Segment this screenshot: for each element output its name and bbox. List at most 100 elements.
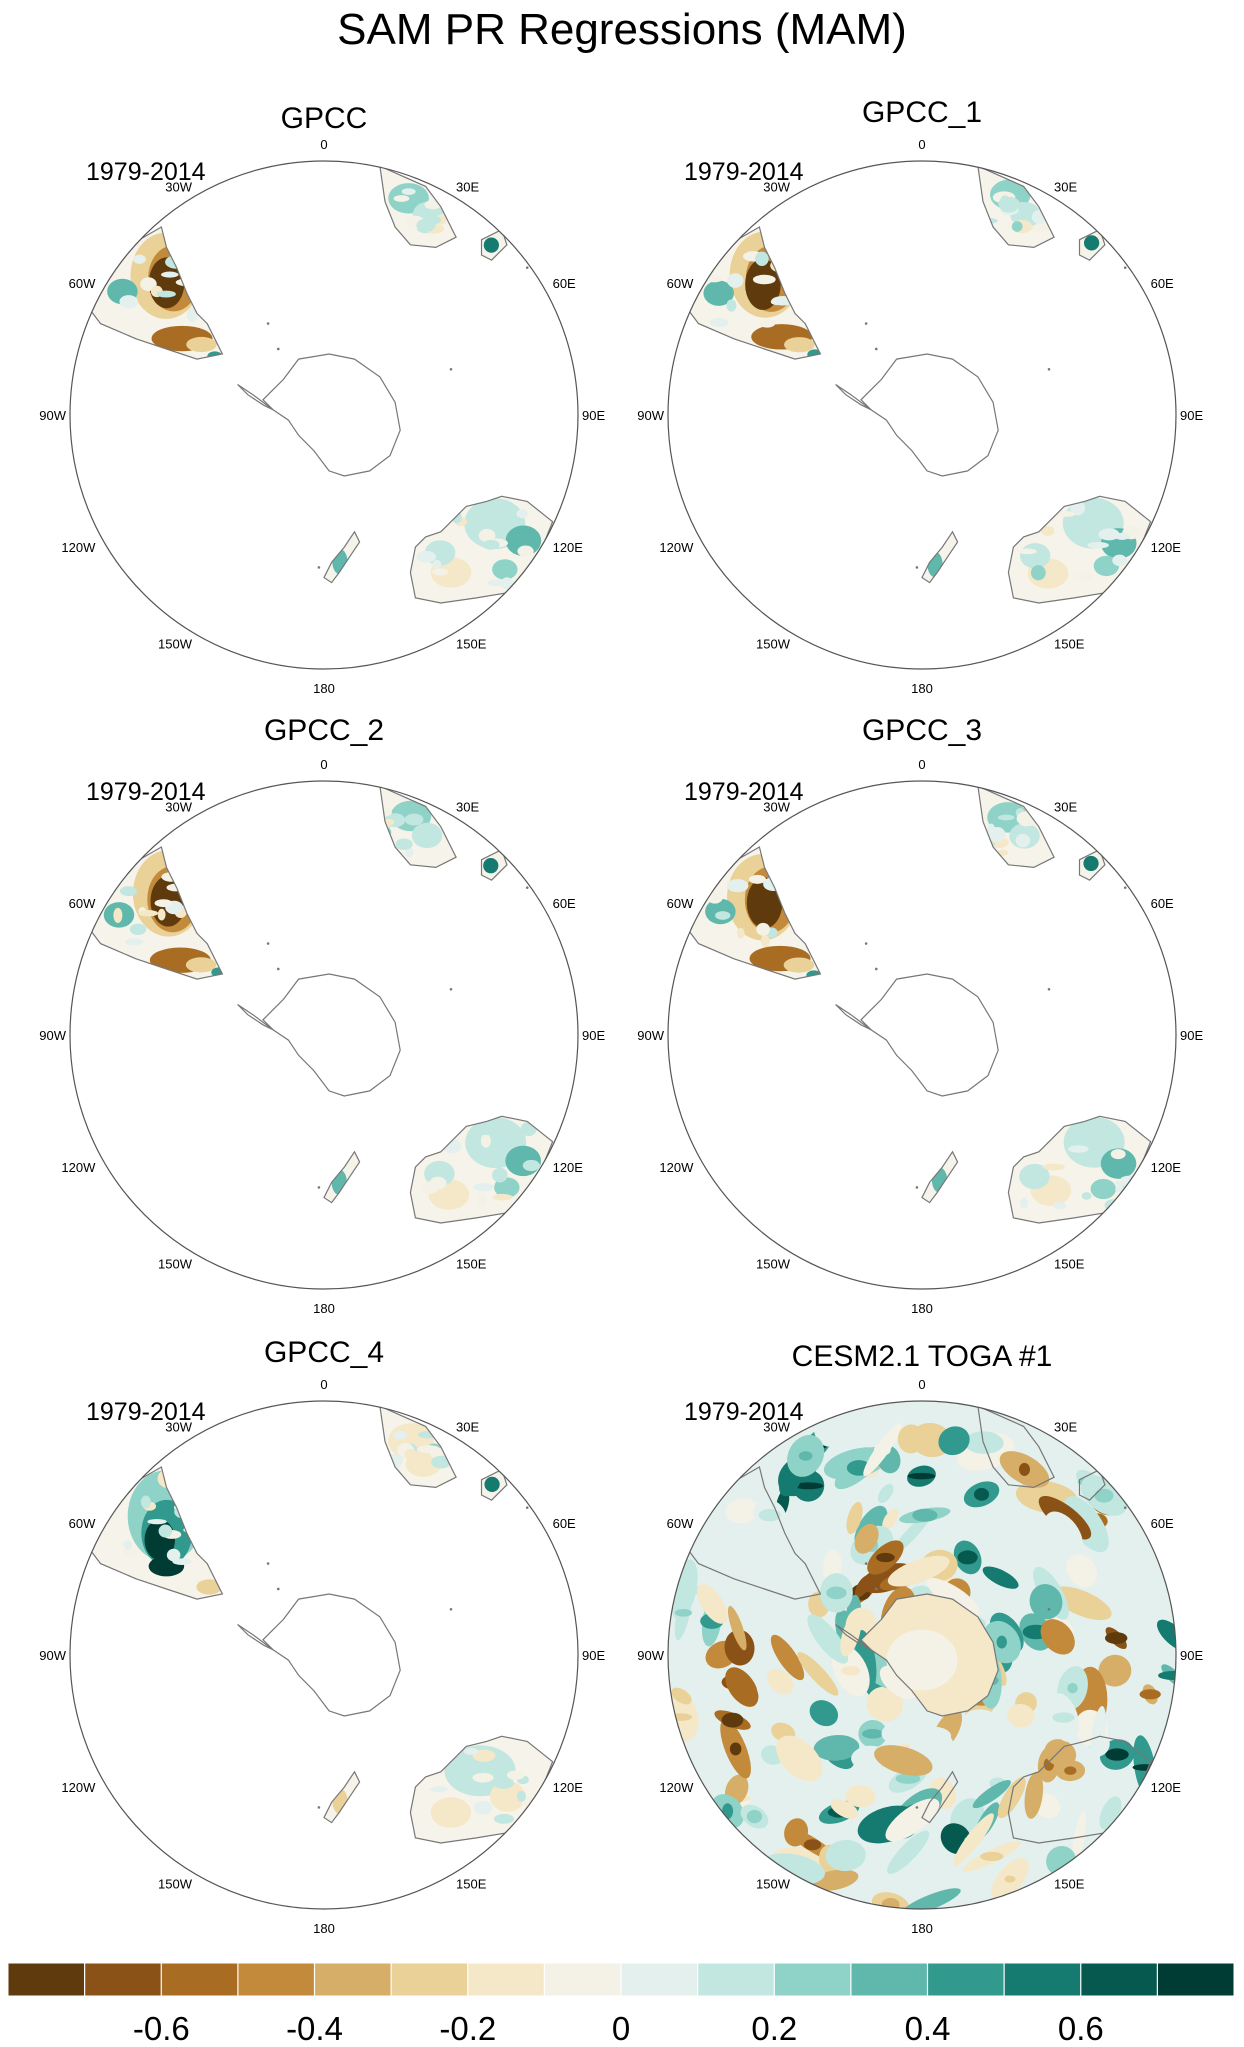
island bbox=[1123, 886, 1127, 889]
precip-field bbox=[683, 786, 1151, 1223]
lon-label: 150W bbox=[756, 1877, 791, 1892]
field-speck bbox=[520, 1121, 537, 1137]
lon-label: 120W bbox=[61, 1160, 96, 1175]
lon-label: 150E bbox=[456, 1257, 487, 1272]
island bbox=[317, 1806, 321, 1809]
land-field bbox=[703, 179, 1141, 589]
field-patch bbox=[1083, 855, 1099, 872]
field-core bbox=[957, 1550, 978, 1565]
lon-label: 90E bbox=[582, 408, 605, 423]
panel-years: 1979-2014 bbox=[86, 158, 206, 186]
lon-label: 60E bbox=[553, 276, 576, 291]
field-speck bbox=[415, 1760, 436, 1769]
field-speck bbox=[417, 1445, 440, 1454]
field-core bbox=[669, 1713, 693, 1721]
lon-label: 60W bbox=[667, 276, 694, 291]
coast-tas bbox=[379, 1283, 397, 1289]
field-speck bbox=[477, 1193, 488, 1207]
colorbar-swatch bbox=[314, 1963, 392, 1996]
lon-label: 60W bbox=[69, 896, 96, 911]
field-speck bbox=[199, 291, 212, 299]
field-patch bbox=[776, 1735, 823, 1782]
field-patch bbox=[1019, 543, 1051, 569]
field-patch bbox=[725, 1667, 759, 1707]
field-speck bbox=[1031, 209, 1049, 225]
island bbox=[915, 566, 919, 569]
land-field bbox=[107, 183, 542, 590]
field-speck bbox=[736, 927, 745, 939]
field-speck bbox=[379, 834, 397, 849]
coast-africa bbox=[977, 785, 1055, 869]
longitude-labels: 0 30E 60E 90E 120E 150E 180 150W 120W 90W 60W 30W bbox=[637, 1377, 1203, 1936]
panel-years: 1979-2014 bbox=[86, 778, 206, 806]
field-patch bbox=[411, 822, 443, 849]
field-core bbox=[1067, 1683, 1078, 1694]
map-boundary bbox=[667, 160, 1177, 670]
field-speck bbox=[186, 307, 198, 323]
colorbar-tick-label: -0.4 bbox=[286, 2010, 343, 2047]
field-speck bbox=[482, 540, 500, 550]
island bbox=[874, 967, 878, 971]
map-boundary bbox=[69, 160, 579, 670]
field-patch bbox=[724, 1629, 755, 1666]
field-core bbox=[729, 1742, 742, 1756]
field-speck bbox=[1015, 833, 1031, 848]
field-speck bbox=[161, 271, 179, 278]
longitude-labels: 0 30E 60E 90E 120E 150E 180 150W 120W 90W 60W 30W bbox=[39, 137, 605, 696]
precip-field bbox=[85, 1406, 553, 1843]
field-speck bbox=[726, 879, 749, 893]
coast-nz bbox=[921, 1770, 959, 1824]
field-core bbox=[798, 1451, 813, 1461]
field-core bbox=[674, 1609, 693, 1617]
colorbar: -0.6 -0.4 -0.2 0 0.2 0.4 0.6 bbox=[7, 1962, 1235, 2047]
field-core bbox=[967, 1714, 997, 1726]
longitude-labels: 0 30E 60E 90E 120E 150E 180 150W 120W 90W 60W 30W bbox=[39, 757, 605, 1316]
colorbar-swatch bbox=[697, 1963, 775, 1996]
field-patch bbox=[886, 1629, 958, 1691]
field-patch bbox=[186, 336, 217, 353]
coast-madagascar bbox=[480, 1468, 508, 1501]
field-speck bbox=[395, 838, 413, 850]
field-speck bbox=[418, 1756, 442, 1767]
lon-label: 30E bbox=[1054, 179, 1077, 194]
field-speck bbox=[748, 874, 767, 884]
field-speck bbox=[472, 1772, 494, 1783]
lon-label: 120W bbox=[61, 540, 96, 555]
field-speck bbox=[758, 318, 776, 328]
field-patch bbox=[887, 1830, 930, 1875]
island bbox=[317, 566, 321, 569]
field-speck bbox=[463, 1747, 479, 1755]
field-speck bbox=[516, 509, 528, 519]
field-speck bbox=[1030, 224, 1050, 233]
colorbar-swatch bbox=[161, 1963, 239, 1996]
island bbox=[276, 347, 280, 351]
field-core bbox=[1052, 1712, 1075, 1723]
map-panels: GPCC 1979-2014 0 30E 60E 90E 120E 150E 180 150W 12… bbox=[39, 96, 1203, 1936]
map-panel-gpcc1: GPCC_1 1979-2014 0 30E 60E 90E 120E 150E 180 150W… bbox=[637, 96, 1203, 696]
field-patch bbox=[1090, 1178, 1116, 1200]
lon-label: 30W bbox=[763, 799, 790, 814]
field-patch bbox=[813, 1734, 860, 1761]
lon-label: 0 bbox=[320, 757, 327, 772]
panel-title: GPCC_2 bbox=[264, 714, 384, 747]
field-speck bbox=[154, 899, 173, 908]
lon-label: 0 bbox=[918, 1377, 925, 1392]
field-core bbox=[746, 1809, 763, 1824]
field-speck bbox=[492, 1193, 513, 1201]
lon-label: 30E bbox=[456, 1419, 479, 1434]
map-boundary bbox=[667, 780, 1177, 1290]
coast-africa bbox=[379, 1405, 457, 1489]
map-panel-gpcc: GPCC 1979-2014 0 30E 60E 90E 120E 150E 180 150W 12… bbox=[39, 102, 605, 696]
lon-label: 90E bbox=[1180, 1648, 1203, 1663]
panel-title: GPCC_4 bbox=[264, 1336, 384, 1369]
field-patch bbox=[866, 1686, 903, 1722]
field-patch bbox=[483, 237, 499, 253]
island bbox=[864, 322, 868, 325]
field-speck bbox=[1081, 1192, 1092, 1200]
field-speck bbox=[416, 550, 437, 563]
field-speck bbox=[133, 254, 146, 264]
longitude-labels: 0 30E 60E 90E 120E 150E 180 150W 120W 90W 60W 30W bbox=[637, 137, 1203, 696]
field-core bbox=[980, 1851, 1004, 1862]
coast-antarctica bbox=[262, 973, 401, 1097]
field-core bbox=[905, 1530, 918, 1538]
